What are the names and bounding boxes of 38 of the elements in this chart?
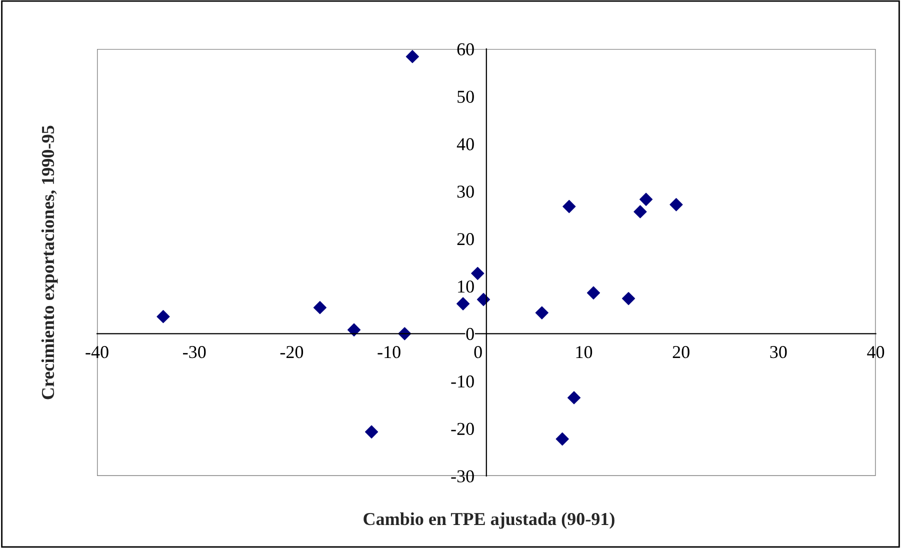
x-tick-label: 20 xyxy=(672,346,690,358)
y-tick-label: 30 xyxy=(457,186,474,198)
point xyxy=(406,50,419,64)
x-tick-label: -20 xyxy=(280,346,304,358)
x-tick-label: -30 xyxy=(183,346,206,358)
point xyxy=(556,432,569,446)
x-tick-label: 10 xyxy=(576,346,592,358)
y-tick-label: 40 xyxy=(456,138,474,150)
y-tick-label: 60 xyxy=(457,43,474,56)
point xyxy=(622,292,636,306)
x-tick-label: 30 xyxy=(770,346,787,358)
point xyxy=(639,192,653,206)
point xyxy=(364,425,378,438)
point xyxy=(670,198,683,212)
x-tick-label: -40 xyxy=(86,346,108,358)
y-tick-label: -20 xyxy=(451,422,474,435)
x-tick-label: 40 xyxy=(867,346,884,358)
point xyxy=(476,292,490,306)
y-tick-label: 10 xyxy=(458,280,474,293)
y-tick-label: 0 xyxy=(466,328,474,340)
y-tick-label: -30 xyxy=(451,470,474,482)
x-tick-label: 0 xyxy=(474,346,482,358)
x-tick-label: -10 xyxy=(378,346,400,358)
point xyxy=(156,310,170,324)
y-tick-label: -10 xyxy=(451,375,474,388)
y-tick-label: 20 xyxy=(457,233,474,246)
point xyxy=(567,391,581,404)
y-tick-label: 50 xyxy=(458,90,474,103)
point xyxy=(313,301,327,314)
point xyxy=(456,297,470,310)
x-axis-title: Cambio en TPE ajustada (90-91) xyxy=(364,512,614,529)
point xyxy=(471,266,484,280)
y-axis-title: Crecimiento exportaciones, 1990-95 xyxy=(41,126,58,400)
point xyxy=(535,306,548,320)
point xyxy=(347,323,361,336)
point xyxy=(586,286,600,300)
point xyxy=(634,205,647,218)
point xyxy=(562,200,576,214)
